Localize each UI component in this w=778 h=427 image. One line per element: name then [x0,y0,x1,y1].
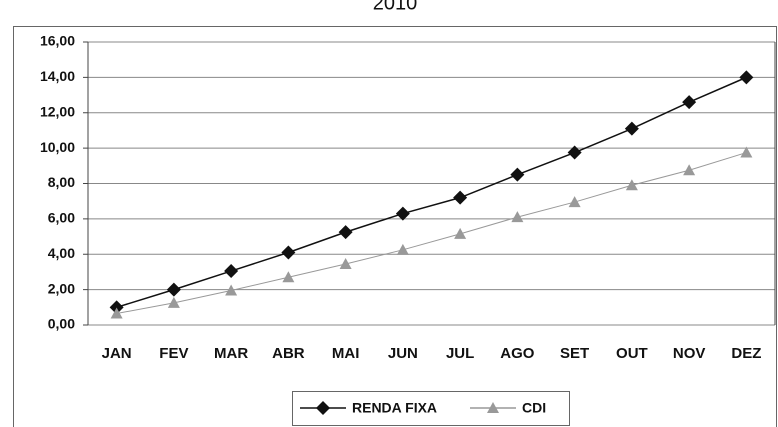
marker [625,179,638,191]
x-tick-label: DEZ [731,345,761,362]
x-tick-label: ABR [272,345,305,362]
legend-label: CDI [522,400,546,416]
y-tick-label: 8,00 [48,174,75,190]
chart-title: 2010 [373,0,418,14]
x-tick-label: JAN [102,345,132,362]
series-line [116,152,747,314]
y-tick-label: 14,00 [40,68,75,84]
marker [167,296,180,308]
marker [624,121,639,136]
y-tick-label: 6,00 [48,210,75,226]
marker [396,243,409,255]
legend-marker [487,402,499,413]
marker [453,190,468,205]
x-tick-label: NOV [673,345,706,362]
marker [110,307,123,319]
y-tick-label: 16,00 [40,33,75,49]
y-tick-label: 10,00 [40,139,75,155]
legend-marker [316,401,330,415]
legend-label: RENDA FIXA [352,400,437,416]
marker [683,164,696,176]
chart-frame [13,26,777,427]
y-tick-label: 2,00 [48,280,75,296]
x-tick-label: JUN [388,345,418,362]
x-tick-label: OUT [616,345,648,362]
marker [739,70,754,85]
y-tick-label: 12,00 [40,103,75,119]
marker [682,95,697,110]
x-tick-label: MAI [332,345,360,362]
marker [225,284,238,296]
marker [166,282,181,297]
marker [339,257,352,269]
y-tick-label: 4,00 [48,245,75,261]
marker [567,145,582,160]
marker [454,227,467,239]
x-tick-label: FEV [159,345,188,362]
marker [395,206,410,221]
x-tick-label: JUL [446,345,474,362]
x-tick-label: AGO [500,345,535,362]
marker [511,211,524,223]
marker [510,167,525,182]
marker [740,146,753,158]
marker [281,245,296,260]
marker [338,225,353,240]
y-tick-label: 0,00 [48,316,75,332]
x-tick-label: SET [560,345,589,362]
series-line [116,76,747,309]
marker [282,271,295,283]
x-tick-label: MAR [214,345,248,362]
marker [568,196,581,208]
marker [224,264,239,279]
marker [109,300,124,315]
